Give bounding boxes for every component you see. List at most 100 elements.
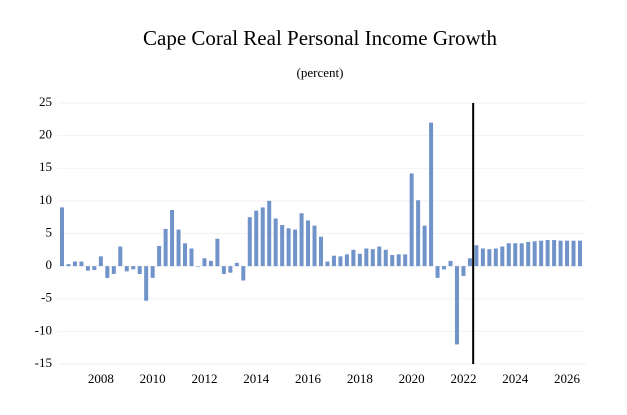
bar [260,207,265,267]
bar [539,240,544,267]
bar [416,200,421,267]
x-tick-label: 2026 [554,371,581,386]
bar [66,264,71,267]
bar [72,261,77,267]
bar [409,173,414,267]
bar [98,256,103,267]
bar [396,254,401,267]
bar [144,266,149,301]
bar [137,266,142,274]
chart-title: Cape Coral Real Personal Income Growth [143,26,497,50]
chart-subtitle: (percent) [297,65,344,80]
bar [208,260,213,267]
bar [513,243,518,267]
x-tick-label: 2022 [450,371,476,386]
bar [150,266,155,278]
bar [176,229,181,267]
bar [92,266,97,271]
bar [403,254,408,267]
y-tick-label: -5 [41,290,52,305]
bar [552,240,557,267]
bar [487,249,492,267]
bar [558,240,563,267]
bar [435,266,440,278]
bar [319,236,323,267]
bar [306,220,311,267]
bar [351,249,356,267]
x-tick-label: 2010 [140,371,166,386]
bar [131,266,136,270]
bar [370,249,375,267]
bar [422,225,427,267]
x-tick-label: 2014 [243,371,270,386]
y-tick-label: -10 [35,322,52,337]
bar [480,248,485,267]
bar [325,261,330,267]
bar [429,122,434,267]
y-tick-label: 20 [39,127,52,142]
x-tick-label: 2024 [502,371,529,386]
bar [170,210,175,267]
y-tick-label: 15 [39,159,52,174]
bar [377,246,382,267]
bar [118,246,123,267]
x-tick-label: 2020 [399,371,425,386]
bar [500,246,505,267]
bar [221,266,226,274]
bar [299,213,304,267]
bar [215,238,220,267]
bar [442,266,447,270]
bar [286,228,291,267]
bar [474,245,479,267]
bar [467,258,472,267]
bar [183,243,188,267]
bar [273,218,278,267]
bar [157,245,162,267]
bar [493,248,498,267]
bar [545,240,550,267]
bar [267,200,272,267]
bar [338,256,343,267]
x-tick-label: 2008 [88,371,114,386]
x-tick-label: 2018 [347,371,373,386]
bar [189,248,194,267]
y-tick-label: 0 [46,257,53,272]
bar [532,241,537,267]
bar [357,253,362,267]
bar [124,266,129,272]
bar [390,255,395,267]
bar [234,262,239,267]
bar [247,217,252,267]
bar [364,248,369,267]
bar [578,240,582,267]
bar [254,210,259,267]
bar [293,229,298,267]
bar [312,225,317,267]
bar [202,258,207,267]
bar [344,254,349,267]
y-tick-label: 5 [46,224,53,239]
bar [241,266,246,281]
bar [565,240,570,267]
bar [526,241,531,267]
bar [163,228,168,267]
y-tick-label: 25 [39,94,52,109]
bar [461,266,466,276]
bar [79,261,84,267]
bar [448,260,453,267]
bar [60,207,64,267]
bar [85,266,90,271]
bar [506,243,511,267]
y-tick-label: 10 [39,192,52,207]
bar [383,249,388,267]
bar [111,266,116,274]
x-tick-label: 2012 [191,371,217,386]
bar [454,266,459,345]
y-tick-label: -15 [35,355,52,370]
bar [105,266,110,278]
x-tick-label: 2016 [295,371,322,386]
bar [519,243,524,267]
bar [331,255,336,267]
bar [280,225,285,267]
bar [195,266,200,267]
